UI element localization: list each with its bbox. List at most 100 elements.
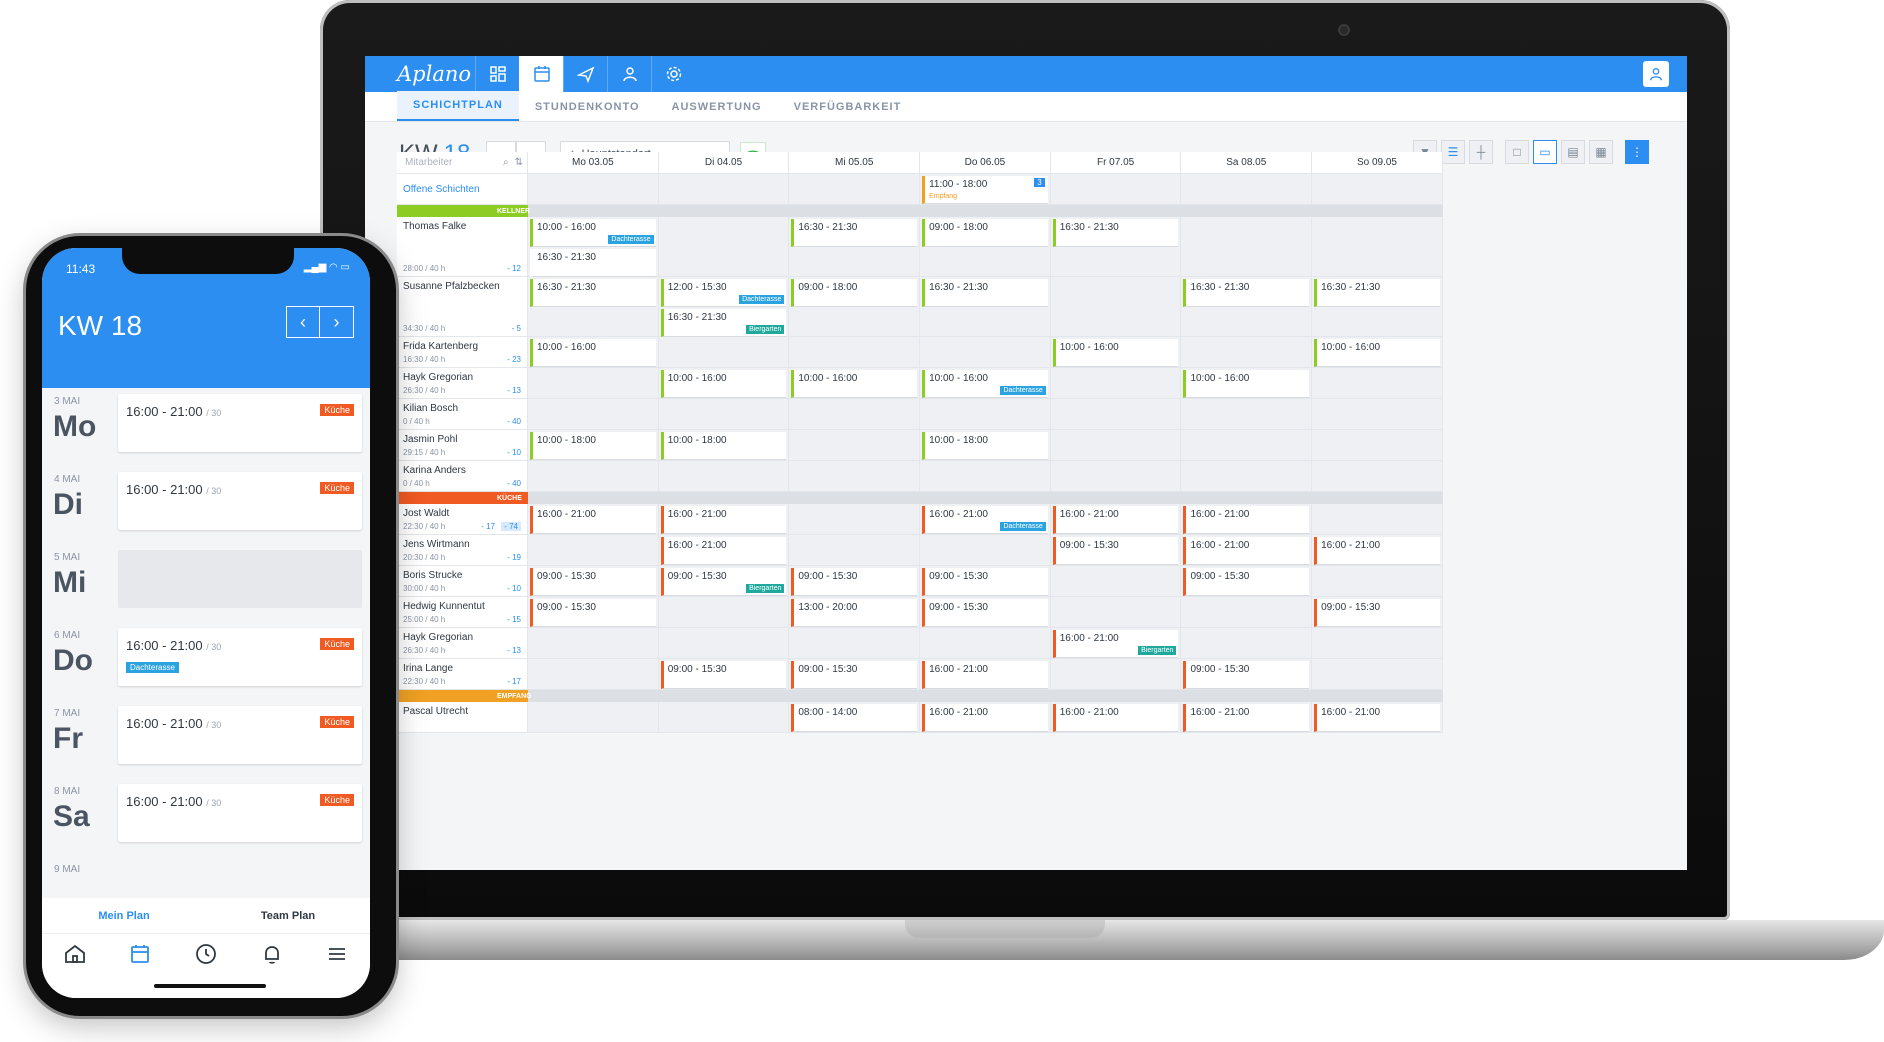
clock-icon[interactable] xyxy=(194,942,218,966)
shift-card[interactable]: 10:00 - 16:00 xyxy=(1052,339,1179,367)
shift-card[interactable]: 10:00 - 16:00 xyxy=(660,370,787,398)
shift-card[interactable]: 09:00 - 15:30 xyxy=(1314,599,1440,627)
shift-card[interactable]: 16:00 - 21:00 xyxy=(1314,704,1440,732)
grid-cell[interactable] xyxy=(920,535,1051,565)
grid-cell[interactable]: 16:00 - 21:00 Dachterasse xyxy=(920,504,1051,534)
shift-card[interactable]: 16:00 - 21:00 xyxy=(1314,537,1440,565)
employee-info[interactable]: Susanne Pfalzbecken 34:30 / 40 h - 5 xyxy=(397,277,528,336)
grid-cell[interactable] xyxy=(1312,430,1443,460)
grid-cell[interactable]: 16:30 - 21:30 xyxy=(1181,277,1313,336)
shift-card[interactable]: 12:00 - 15:30 Dachterasse xyxy=(660,279,787,307)
shift-card[interactable]: 09:00 - 15:30 Biergarten xyxy=(660,568,787,596)
grid-cell[interactable]: 09:00 - 15:30 xyxy=(789,659,921,689)
shift-card[interactable]: 16:00 - 21:00 xyxy=(922,704,1048,732)
grid-cell[interactable] xyxy=(789,461,921,491)
grid-cell[interactable]: 10:00 - 16:00 xyxy=(789,368,921,398)
grid-cell[interactable]: 10:00 - 16:00 Dachterasse 16:30 - 21:30 xyxy=(528,217,659,277)
shift-card[interactable]: 16:00 - 21:00 xyxy=(1183,506,1310,534)
shift-card[interactable]: 16:30 - 21:30 xyxy=(922,279,1048,307)
group-header-kellner[interactable]: KELLNER xyxy=(397,205,1443,217)
plane-icon[interactable] xyxy=(563,56,607,92)
grid-cell[interactable] xyxy=(789,174,921,204)
shift-card[interactable]: 16:00 - 21:00 xyxy=(660,506,787,534)
grid-cell[interactable] xyxy=(658,702,790,732)
grid-cell[interactable]: 16:00 - 21:00 xyxy=(1050,504,1182,534)
grid-cell[interactable] xyxy=(1050,461,1182,491)
grid-cell[interactable]: 09:00 - 15:30 xyxy=(1181,659,1313,689)
shift-card[interactable]: 16:00 - 21:00 xyxy=(530,506,656,534)
grid-cell[interactable] xyxy=(1181,399,1313,429)
employee-info[interactable]: Kilian Bosch 0 / 40 h - 40 xyxy=(397,399,528,429)
grid-cell[interactable] xyxy=(789,628,921,658)
grid-cell[interactable]: 10:00 - 16:00 xyxy=(1050,337,1182,367)
grid-cell[interactable]: 09:00 - 15:30 xyxy=(789,566,921,596)
grid-cell[interactable]: 16:00 - 21:00 xyxy=(658,504,790,534)
shift-card[interactable]: 09:00 - 15:30 xyxy=(530,599,656,627)
grid-cell[interactable]: 09:00 - 15:30 xyxy=(658,659,790,689)
grid-cell[interactable] xyxy=(1181,461,1313,491)
grid-cell[interactable] xyxy=(1050,368,1182,398)
grid-cell[interactable]: 09:00 - 15:30 xyxy=(920,566,1051,596)
grid-cell[interactable]: 16:00 - 21:00 xyxy=(1181,504,1313,534)
shift-card[interactable]: 10:00 - 18:00 xyxy=(660,432,787,460)
shift-card[interactable]: 09:00 - 15:30 xyxy=(660,661,787,689)
phone-shift-card[interactable]: 16:00 - 21:00 / 30 Küche xyxy=(118,394,362,452)
grid-cell[interactable]: 16:00 - 21:00 xyxy=(1312,702,1443,732)
people-icon[interactable] xyxy=(607,56,651,92)
shift-card[interactable]: 09:00 - 18:00 xyxy=(922,219,1048,247)
grid-cell[interactable]: 10:00 - 16:00 Dachterasse xyxy=(920,368,1051,398)
grid-cell[interactable]: 08:00 - 14:00 xyxy=(789,702,921,732)
grid-cell[interactable]: 16:00 - 21:00 xyxy=(920,659,1051,689)
grid-cell[interactable] xyxy=(920,399,1051,429)
grid-cell[interactable] xyxy=(528,535,659,565)
grid-cell[interactable]: 16:00 - 21:00 xyxy=(528,504,659,534)
shift-card[interactable]: 16:00 - 21:00 Biergarten xyxy=(1052,630,1179,658)
shift-card[interactable]: 10:00 - 16:00 xyxy=(1314,339,1440,367)
grid-cell[interactable] xyxy=(528,628,659,658)
search-icon[interactable]: ⌕ xyxy=(503,157,509,168)
grid-cell[interactable] xyxy=(658,217,790,276)
tab-stundenkonto[interactable]: STUNDENKONTO xyxy=(534,101,640,113)
shift-card[interactable]: 13:00 - 20:00 xyxy=(791,599,918,627)
shift-card[interactable]: 16:00 - 21:00 xyxy=(922,661,1048,689)
grid-cell[interactable]: 10:00 - 18:00 xyxy=(920,430,1051,460)
grid-cell[interactable] xyxy=(1312,174,1443,204)
employee-info[interactable]: Karina Anders 0 / 40 h - 40 xyxy=(397,461,528,491)
shift-card[interactable]: 16:00 - 21:00 xyxy=(1183,704,1310,732)
shift-card[interactable]: 10:00 - 16:00 xyxy=(530,339,656,367)
grid-cell[interactable] xyxy=(528,368,659,398)
shift-card[interactable]: 16:00 - 21:00 xyxy=(1183,537,1310,565)
gear-icon[interactable] xyxy=(651,56,695,92)
grid-cell[interactable]: 16:00 - 21:00 xyxy=(920,702,1051,732)
tab-mein-plan[interactable]: Mein Plan xyxy=(98,909,150,922)
shift-card[interactable]: 10:00 - 16:00 xyxy=(1183,370,1310,398)
grid-cell[interactable] xyxy=(1181,337,1313,367)
grid-cell[interactable]: 09:00 - 15:30 xyxy=(920,597,1051,627)
home-icon[interactable] xyxy=(63,942,87,966)
grid-cell[interactable] xyxy=(1050,174,1182,204)
shift-card[interactable]: 16:30 - 21:30 xyxy=(530,249,656,277)
grid-cell[interactable] xyxy=(528,659,659,689)
grid-cell[interactable] xyxy=(658,174,790,204)
grid-cell[interactable] xyxy=(1181,430,1313,460)
employee-info[interactable]: Jasmin Pohl 29:15 / 40 h - 10 xyxy=(397,430,528,460)
grid-cell[interactable] xyxy=(1312,628,1443,658)
employee-info[interactable]: Hayk Gregorian 26:30 / 40 h - 13 xyxy=(397,628,528,658)
grid-cell[interactable] xyxy=(1312,566,1443,596)
grid-cell[interactable]: 13:00 - 20:00 xyxy=(789,597,921,627)
grid-cell[interactable] xyxy=(658,597,790,627)
shift-card[interactable]: 09:00 - 15:30 xyxy=(1052,537,1179,565)
shift-card[interactable]: 09:00 - 15:30 xyxy=(791,568,918,596)
grid-cell[interactable]: 09:00 - 15:30 Biergarten xyxy=(658,566,790,596)
employee-info[interactable]: Thomas Falke 28:00 / 40 h - 12 xyxy=(397,217,528,276)
grid-cell[interactable]: 12:00 - 15:30 Dachterasse 16:30 - 21:30 Bi… xyxy=(658,277,790,337)
phone-prev-week-button[interactable]: ‹ xyxy=(286,306,320,338)
grid-cell[interactable]: 16:30 - 21:30 xyxy=(920,277,1051,336)
grid-cell[interactable] xyxy=(1181,217,1313,276)
shift-card[interactable]: 10:00 - 16:00 Dachterasse xyxy=(530,219,656,247)
grid-cell[interactable]: 11:00 - 18:00 Empfang 3 xyxy=(920,174,1051,204)
grid-cell[interactable]: 16:00 - 21:00 xyxy=(1181,535,1313,565)
grid-cell[interactable]: 09:00 - 15:30 xyxy=(1181,566,1313,596)
employee-info[interactable]: Jost Waldt 22:30 / 40 h - 17 - 74 xyxy=(397,504,528,534)
tab-auswertung[interactable]: AUSWERTUNG xyxy=(671,101,762,113)
